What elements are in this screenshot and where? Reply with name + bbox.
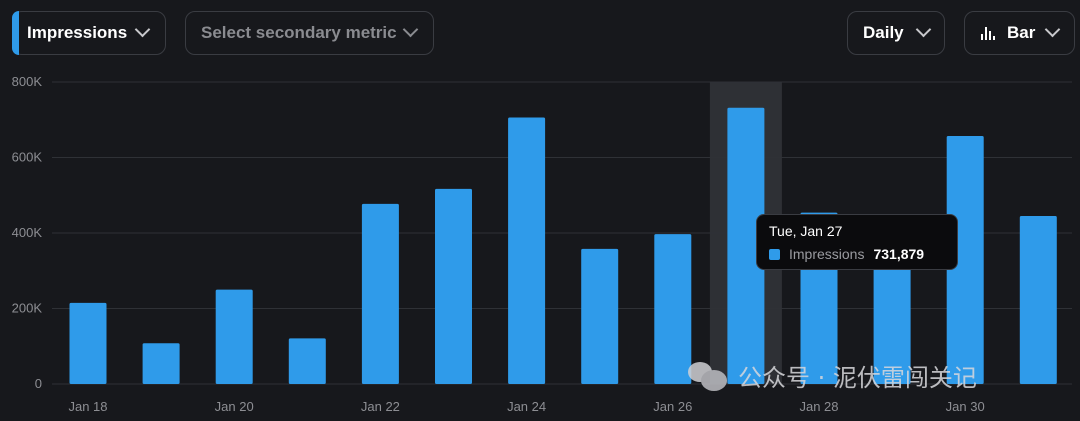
x-tick-label: Jan 20 [215,399,254,414]
y-tick-label: 600K [12,150,43,165]
tooltip-value: 731,879 [873,246,925,262]
bar-jan-31 [1019,216,1057,384]
chart-tooltip: Tue, Jan 27 Impressions 731,879 [756,214,958,270]
y-tick-label: 0 [35,376,42,391]
x-tick-label: Jan 28 [799,399,838,414]
tooltip-row: Impressions 731,879 [769,246,945,262]
chart-type-label: Bar [1007,23,1036,42]
secondary-metric-placeholder: Select secondary metric [201,23,397,42]
chart-type-dropdown[interactable]: Bar [964,11,1075,55]
y-tick-label: 400K [12,225,43,240]
chevron-down-icon [134,21,151,38]
granularity-dropdown[interactable]: Daily [847,11,945,55]
chart-toolbar: Impressions Select secondary metric Dail… [0,0,1080,70]
metric-color-accent [12,11,19,55]
bar-jan-20 [215,289,253,384]
x-tick-label: Jan 18 [68,399,107,414]
primary-metric-dropdown[interactable]: Impressions [12,11,166,55]
x-tick-label: Jan 24 [507,399,546,414]
bar-jan-23 [435,188,472,384]
bar-jan-25 [581,248,619,384]
bar-jan-27 [727,107,765,385]
tooltip-series-name: Impressions [789,246,865,262]
x-tick-label: Jan 30 [946,399,985,414]
bar-jan-18 [69,302,107,384]
bar-jan-21 [288,338,326,384]
chevron-down-icon [915,21,932,38]
bar-jan-26 [654,234,692,384]
secondary-metric-dropdown[interactable]: Select secondary metric [185,11,434,55]
bar-jan-30 [946,135,984,384]
tooltip-date: Tue, Jan 27 [769,223,843,239]
y-tick-label: 800K [12,74,43,89]
bar-jan-22 [361,203,399,384]
primary-metric-label: Impressions [27,23,128,42]
watermark-text: 公众号 · 泥伏雷闯关记 [738,364,977,392]
bar-jan-24 [508,117,546,385]
watermark: 公众号 · 泥伏雷闯关记 [688,358,977,393]
bar-chart-icon [981,26,997,40]
wechat-icon [688,360,728,392]
x-tick-label: Jan 22 [361,399,400,414]
chevron-down-icon [402,21,419,38]
tooltip-series-swatch [769,248,780,260]
y-tick-label: 200K [12,301,43,316]
bar-jan-19 [142,343,180,384]
chevron-down-icon [1044,21,1061,38]
granularity-label: Daily [863,23,904,42]
x-tick-label: Jan 26 [653,399,692,414]
